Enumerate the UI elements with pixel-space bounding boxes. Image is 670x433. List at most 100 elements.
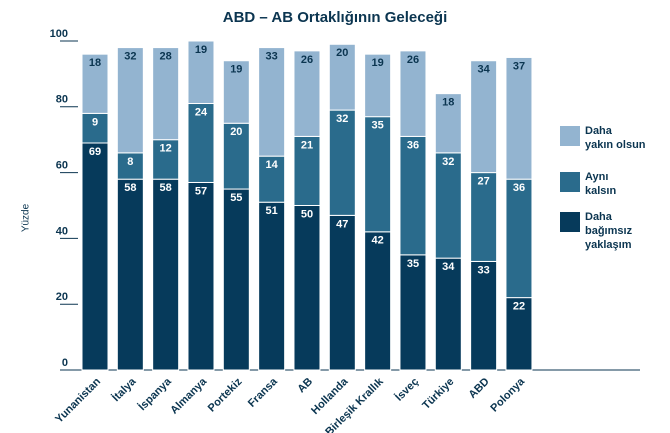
value-label: 32 <box>124 50 136 62</box>
x-tick-label: Polonya <box>488 375 527 414</box>
bar-segment <box>328 109 356 216</box>
value-label: 58 <box>160 182 172 194</box>
bar-segment <box>81 53 109 114</box>
bar-segment <box>399 50 427 137</box>
bar-segment <box>258 47 286 157</box>
value-label: 9 <box>92 116 98 128</box>
legend-swatch <box>560 212 580 232</box>
legend-label: Aynı kalsın <box>585 171 617 197</box>
bar-segment <box>364 231 392 371</box>
value-label: 26 <box>301 54 313 66</box>
value-label: 32 <box>336 113 348 125</box>
bar-segment <box>222 122 250 190</box>
y-tick-label: 40 <box>56 225 68 237</box>
y-tick-label: 20 <box>56 291 68 303</box>
value-label: 47 <box>336 218 348 230</box>
y-tick-label: 80 <box>56 94 68 106</box>
value-label: 33 <box>266 50 278 62</box>
value-label: 27 <box>478 176 490 188</box>
value-label: 28 <box>160 50 172 62</box>
x-tick-label: Türkiye <box>420 376 456 412</box>
bar-segment <box>116 178 144 371</box>
chart-title: ABD – AB Ortaklığının Geleceği <box>223 9 448 26</box>
value-label: 36 <box>513 182 525 194</box>
legend-swatch <box>560 172 580 192</box>
value-label: 51 <box>266 205 278 217</box>
bar-segment <box>258 155 286 203</box>
bar-segment <box>81 112 109 144</box>
bar-segment <box>434 257 462 371</box>
value-label: 37 <box>513 60 525 72</box>
value-label: 42 <box>372 235 384 247</box>
x-tick-label: İsveç <box>392 375 421 404</box>
value-label: 20 <box>230 126 242 138</box>
value-label: 20 <box>336 47 348 59</box>
value-label: 14 <box>266 159 279 171</box>
value-label: 33 <box>478 264 490 276</box>
bar-segment <box>399 135 427 256</box>
bar-segment <box>116 47 144 154</box>
bar-segment <box>293 205 321 371</box>
bar-segment <box>187 103 215 183</box>
legend-swatch <box>560 126 580 146</box>
value-label: 18 <box>442 97 454 109</box>
y-tick-label: 60 <box>56 160 68 172</box>
legend-label: Daha bağımsız yaklaşım <box>585 211 633 251</box>
value-label: 34 <box>442 261 455 273</box>
bar-segment <box>152 178 180 371</box>
bar-segment <box>187 40 215 105</box>
value-label: 12 <box>160 143 172 155</box>
bar-segment <box>364 53 392 118</box>
x-tick-label: ABD <box>466 376 491 401</box>
value-label: 50 <box>301 208 313 220</box>
value-label: 58 <box>124 182 136 194</box>
y-tick-label: 0 <box>62 357 68 369</box>
bar-segment <box>434 93 462 154</box>
value-label: 24 <box>195 106 208 118</box>
x-tick-label: Yunanistan <box>53 375 103 425</box>
bar-segment <box>505 178 533 299</box>
bar-segment <box>81 142 109 371</box>
bar-segment <box>187 181 215 371</box>
x-tick-label: İtalya <box>109 374 139 404</box>
value-label: 34 <box>478 64 491 76</box>
bar-segment <box>364 116 392 233</box>
bar-segment <box>328 43 356 111</box>
value-label: 35 <box>372 120 384 132</box>
bar-segment <box>116 152 144 180</box>
value-label: 18 <box>89 57 101 69</box>
bar-segment <box>505 56 533 180</box>
value-label: 57 <box>195 185 207 197</box>
y-tick-label: 100 <box>50 28 68 40</box>
bar-segment <box>258 201 286 371</box>
y-axis-label: Yüzde <box>21 203 32 232</box>
value-label: 36 <box>407 139 419 151</box>
bar-segment <box>222 60 250 124</box>
bar-segment <box>434 152 462 259</box>
bar-segment <box>293 50 321 137</box>
bar-segment <box>470 172 498 262</box>
value-label: 22 <box>513 301 525 313</box>
value-label: 55 <box>230 192 242 204</box>
value-label: 8 <box>127 156 133 168</box>
value-label: 19 <box>372 57 384 69</box>
value-label: 19 <box>195 44 207 56</box>
value-label: 35 <box>407 258 419 270</box>
x-tick-label: Fransa <box>246 375 281 410</box>
value-label: 26 <box>407 54 419 66</box>
bar-segment <box>293 135 321 206</box>
x-tick-label: Portekiz <box>206 375 245 414</box>
value-label: 69 <box>89 146 101 158</box>
bar-segment <box>470 60 498 174</box>
bar-segment <box>152 139 180 180</box>
bar-segment <box>152 47 180 141</box>
bar-segment <box>328 214 356 371</box>
bar-segment <box>470 260 498 371</box>
value-label: 21 <box>301 139 313 151</box>
x-tick-label: AB <box>295 376 315 396</box>
x-tick-label: Almanya <box>168 375 210 417</box>
bar-segment <box>399 254 427 371</box>
value-label: 32 <box>442 156 454 168</box>
